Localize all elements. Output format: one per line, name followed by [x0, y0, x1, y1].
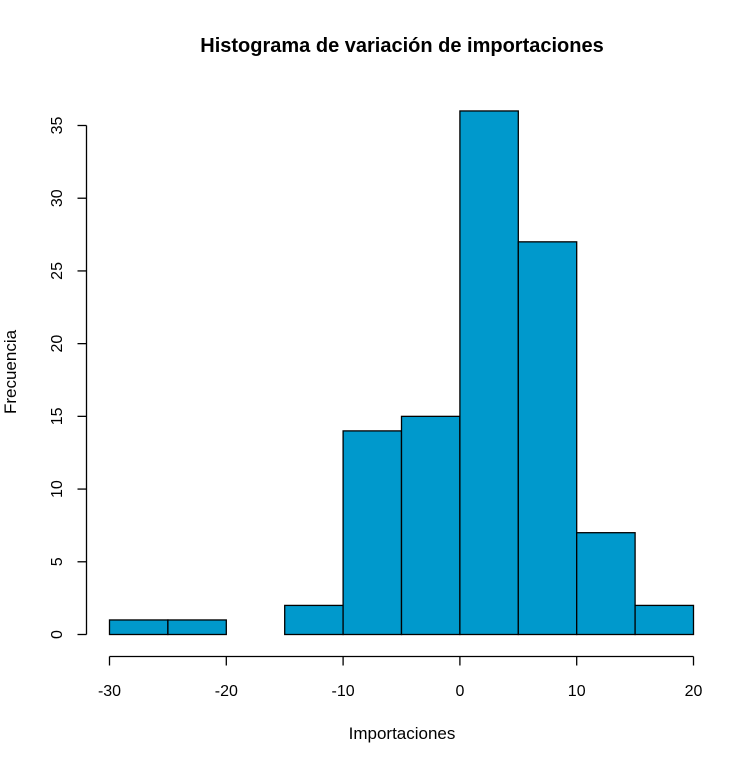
chart-title: Histograma de variación de importaciones: [200, 35, 603, 57]
x-tick-label: 0: [455, 683, 464, 700]
y-tick-label: 25: [49, 262, 66, 280]
y-tick-label: 20: [49, 335, 66, 353]
histogram-bar-0: [108, 619, 169, 636]
x-axis: -30 -20 -10 0 10 20: [98, 655, 703, 700]
histogram-bar-8: [576, 532, 636, 636]
histogram-bar-3: [284, 604, 344, 636]
histogram-bar-9: [634, 604, 695, 636]
x-tick-label: -20: [215, 683, 238, 700]
x-tick-label: -10: [332, 683, 355, 700]
histogram-bar-4: [342, 430, 403, 636]
x-axis-label: Importaciones: [349, 724, 456, 743]
y-tick-label: 10: [49, 480, 66, 498]
histogram-bar-6: [459, 110, 519, 636]
y-axis-label: Frecuencia: [1, 329, 20, 414]
y-tick-label: 15: [49, 407, 66, 425]
y-tick-label: 35: [49, 117, 66, 135]
bars-group: [108, 110, 695, 636]
y-axis: 0 5 10 15 20 25 30 35: [49, 117, 88, 639]
x-tick-label: -30: [98, 683, 121, 700]
x-tick-label: 10: [568, 683, 586, 700]
histogram-bar-5: [400, 415, 461, 636]
x-tick-label: 20: [685, 683, 703, 700]
histogram-bar-1: [167, 619, 227, 636]
y-tick-label: 30: [49, 189, 66, 207]
y-tick-label: 5: [49, 557, 66, 566]
y-tick-label: 0: [49, 630, 66, 639]
histogram-bar-7: [517, 241, 578, 636]
